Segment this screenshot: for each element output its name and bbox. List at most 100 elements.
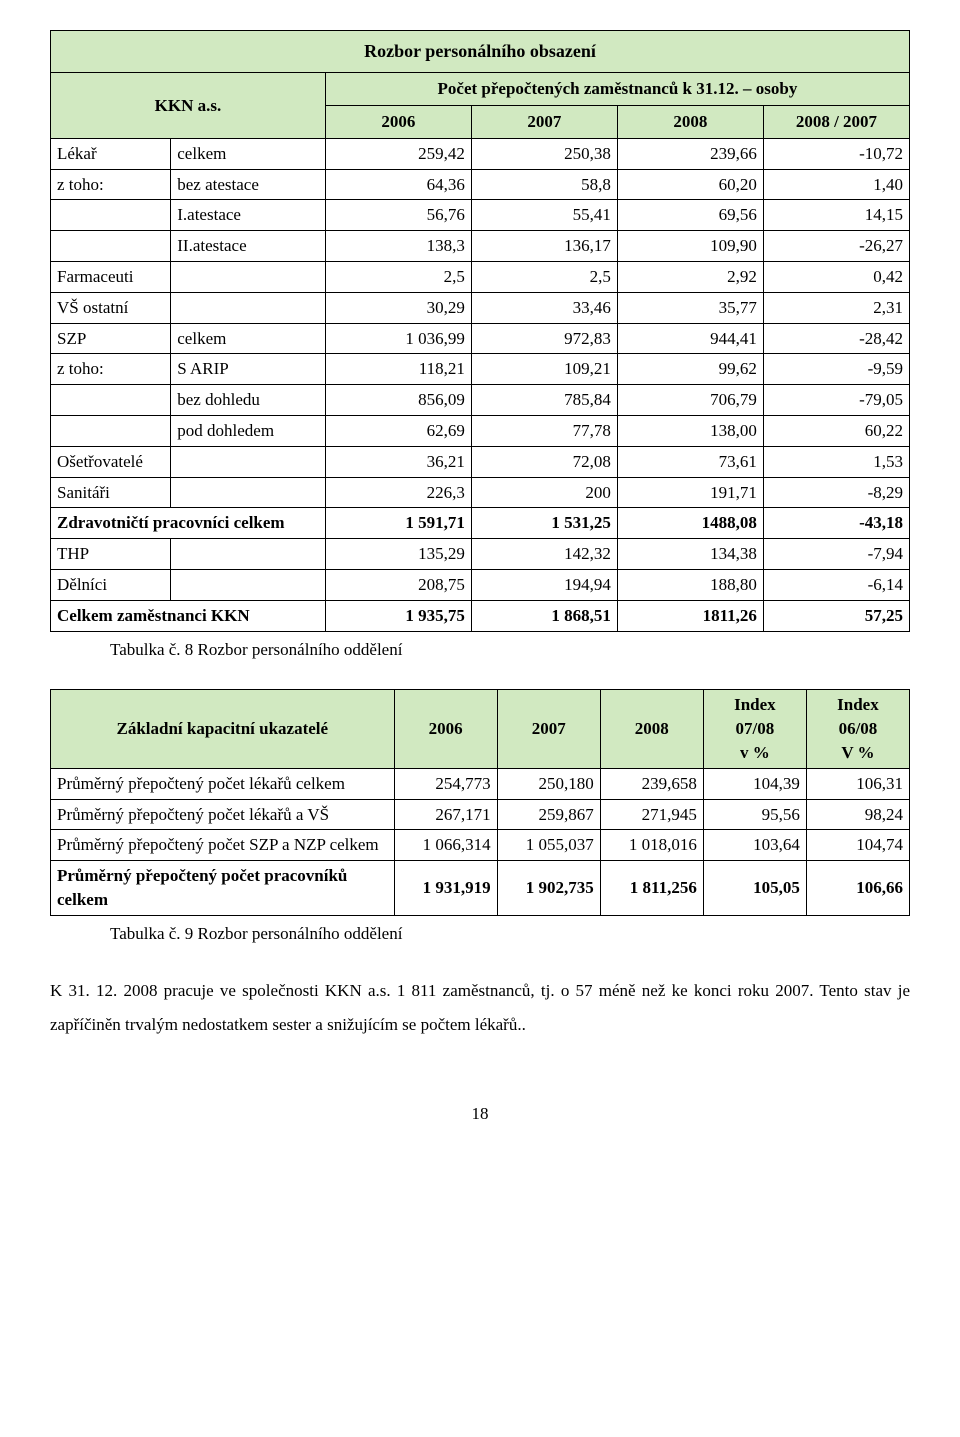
cell-value: -7,94 xyxy=(763,539,909,570)
year-col: 2007 xyxy=(497,690,600,768)
table-row: I.atestace56,7655,4169,5614,15 xyxy=(51,200,910,231)
table-row: Farmaceuti2,52,52,920,42 xyxy=(51,261,910,292)
cell-value: 259,867 xyxy=(497,799,600,830)
cell-value: 1 531,25 xyxy=(471,508,617,539)
cell-value: -10,72 xyxy=(763,138,909,169)
cell-value: -28,42 xyxy=(763,323,909,354)
cell-value: 1 931,919 xyxy=(394,861,497,916)
row-subcategory: bez dohledu xyxy=(171,385,326,416)
row-label: Průměrný přepočtený počet lékařů celkem xyxy=(51,768,395,799)
row-subcategory xyxy=(171,292,326,323)
row-subcategory xyxy=(171,446,326,477)
hdr-company: KKN a.s. xyxy=(51,73,326,139)
cell-value: 1488,08 xyxy=(617,508,763,539)
row-category: VŠ ostatní xyxy=(51,292,171,323)
table-row: Celkem zaměstnanci KKN1 935,751 868,5118… xyxy=(51,600,910,631)
cell-value: 134,38 xyxy=(617,539,763,570)
year-col: 2006 xyxy=(325,105,471,138)
table-row: z toho:bez atestace64,3658,860,201,40 xyxy=(51,169,910,200)
index-col: Index 06/08 V % xyxy=(806,690,909,768)
cell-value: -8,29 xyxy=(763,477,909,508)
row-subcategory xyxy=(171,539,326,570)
row-category xyxy=(51,385,171,416)
cell-value: 104,39 xyxy=(703,768,806,799)
cell-value: 106,31 xyxy=(806,768,909,799)
cell-value: 2,31 xyxy=(763,292,909,323)
row-category: z toho: xyxy=(51,169,171,200)
cell-value: 1 868,51 xyxy=(471,600,617,631)
cell-value: 105,05 xyxy=(703,861,806,916)
cell-value: 250,180 xyxy=(497,768,600,799)
cell-value: 706,79 xyxy=(617,385,763,416)
row-label: Průměrný přepočtený počet SZP a NZP celk… xyxy=(51,830,395,861)
cell-value: 33,46 xyxy=(471,292,617,323)
cell-value: 60,22 xyxy=(763,415,909,446)
cell-value: -9,59 xyxy=(763,354,909,385)
table-row: Průměrný přepočtený počet lékařů a VŠ267… xyxy=(51,799,910,830)
cell-value: 30,29 xyxy=(325,292,471,323)
cell-value: 200 xyxy=(471,477,617,508)
cell-value: 55,41 xyxy=(471,200,617,231)
cell-value: 138,00 xyxy=(617,415,763,446)
cell-value: 254,773 xyxy=(394,768,497,799)
cell-value: 62,69 xyxy=(325,415,471,446)
cell-value: 267,171 xyxy=(394,799,497,830)
cell-value: 56,76 xyxy=(325,200,471,231)
table-row: SZPcelkem1 036,99972,83944,41-28,42 xyxy=(51,323,910,354)
cell-value: 72,08 xyxy=(471,446,617,477)
cell-value: 14,15 xyxy=(763,200,909,231)
cell-value: 36,21 xyxy=(325,446,471,477)
cell-value: 2,5 xyxy=(325,261,471,292)
table1-title: Rozbor personálního obsazení xyxy=(51,31,910,73)
cell-value: 104,74 xyxy=(806,830,909,861)
row-category: z toho: xyxy=(51,354,171,385)
cell-value: -6,14 xyxy=(763,569,909,600)
row-subcategory xyxy=(171,477,326,508)
row-subcategory xyxy=(171,261,326,292)
row-label: Zdravotničtí pracovníci celkem xyxy=(51,508,326,539)
row-category xyxy=(51,200,171,231)
cell-value: -79,05 xyxy=(763,385,909,416)
hdr-measure: Počet přepočtených zaměstnanců k 31.12. … xyxy=(325,73,909,106)
cell-value: 226,3 xyxy=(325,477,471,508)
cell-value: 239,66 xyxy=(617,138,763,169)
cell-value: 259,42 xyxy=(325,138,471,169)
cell-value: 109,90 xyxy=(617,231,763,262)
row-category: Ošetřovatelé xyxy=(51,446,171,477)
table-row: pod dohledem62,6977,78138,0060,22 xyxy=(51,415,910,446)
table1-caption: Tabulka č. 8 Rozbor personálního oddělen… xyxy=(50,638,910,662)
page-number: 18 xyxy=(50,1102,910,1126)
cell-value: 142,32 xyxy=(471,539,617,570)
year-col: 2007 xyxy=(471,105,617,138)
table-header-row: KKN a.s. Počet přepočtených zaměstnanců … xyxy=(51,73,910,106)
cell-value: 1 591,71 xyxy=(325,508,471,539)
row-category: SZP xyxy=(51,323,171,354)
cell-value: 1,53 xyxy=(763,446,909,477)
table-title-row: Rozbor personálního obsazení xyxy=(51,31,910,73)
cell-value: -26,27 xyxy=(763,231,909,262)
cell-value: 208,75 xyxy=(325,569,471,600)
cell-value: 1,40 xyxy=(763,169,909,200)
cell-value: 35,77 xyxy=(617,292,763,323)
row-subcategory: bez atestace xyxy=(171,169,326,200)
cell-value: 191,71 xyxy=(617,477,763,508)
cell-value: 60,20 xyxy=(617,169,763,200)
cell-value: 1 902,735 xyxy=(497,861,600,916)
table-row: VŠ ostatní 30,2933,4635,772,31 xyxy=(51,292,910,323)
table-row: bez dohledu856,09785,84706,79-79,05 xyxy=(51,385,910,416)
table-row: Lékařcelkem259,42250,38239,66-10,72 xyxy=(51,138,910,169)
cell-value: 1 935,75 xyxy=(325,600,471,631)
cell-value: 69,56 xyxy=(617,200,763,231)
cell-value: 188,80 xyxy=(617,569,763,600)
cell-value: 1 066,314 xyxy=(394,830,497,861)
cell-value: 2,5 xyxy=(471,261,617,292)
row-subcategory xyxy=(171,569,326,600)
year-col: 2008 / 2007 xyxy=(763,105,909,138)
row-category: Lékař xyxy=(51,138,171,169)
cell-value: 136,17 xyxy=(471,231,617,262)
cell-value: 856,09 xyxy=(325,385,471,416)
row-label: Celkem zaměstnanci KKN xyxy=(51,600,326,631)
row-subcategory: II.atestace xyxy=(171,231,326,262)
index-col: Index 07/08 v % xyxy=(703,690,806,768)
row-category xyxy=(51,231,171,262)
